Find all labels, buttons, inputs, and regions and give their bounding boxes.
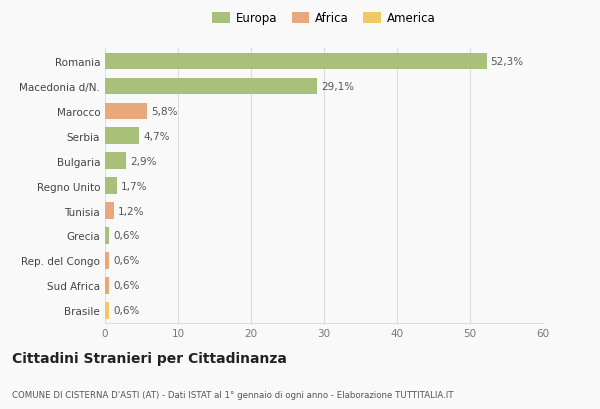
Text: 0,6%: 0,6% [113, 281, 139, 291]
Bar [105, 303, 109, 319]
Bar [105, 54, 487, 70]
Text: 5,8%: 5,8% [151, 106, 178, 116]
Text: COMUNE DI CISTERNA D'ASTI (AT) - Dati ISTAT al 1° gennaio di ogni anno - Elabora: COMUNE DI CISTERNA D'ASTI (AT) - Dati IS… [12, 390, 454, 399]
Bar [105, 153, 126, 169]
Bar [105, 203, 114, 219]
Legend: Europa, Africa, America: Europa, Africa, America [210, 10, 438, 28]
Bar [105, 228, 109, 244]
Text: 0,6%: 0,6% [113, 231, 139, 241]
Bar [105, 253, 109, 269]
Text: 52,3%: 52,3% [490, 56, 524, 67]
Text: 29,1%: 29,1% [321, 81, 354, 92]
Text: 4,7%: 4,7% [143, 131, 169, 141]
Text: Cittadini Stranieri per Cittadinanza: Cittadini Stranieri per Cittadinanza [12, 351, 287, 365]
Bar [105, 278, 109, 294]
Bar [105, 103, 148, 119]
Text: 1,2%: 1,2% [118, 206, 144, 216]
Bar [105, 128, 139, 144]
Text: 0,6%: 0,6% [113, 256, 139, 266]
Text: 0,6%: 0,6% [113, 306, 139, 316]
Bar [105, 79, 317, 94]
Bar [105, 178, 118, 194]
Text: 1,7%: 1,7% [121, 181, 148, 191]
Text: 2,9%: 2,9% [130, 156, 157, 166]
